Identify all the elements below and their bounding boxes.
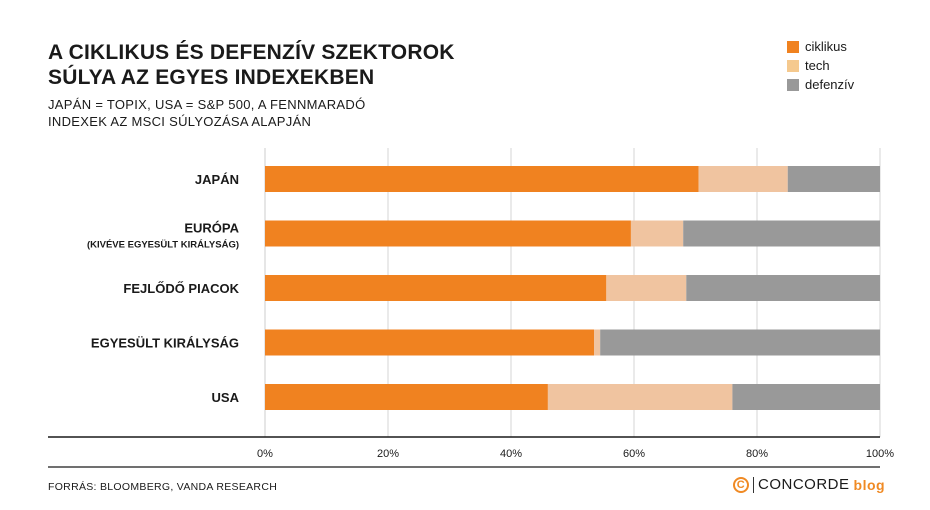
legend-item-ciklikus: ciklikus (787, 37, 854, 56)
chart-subtitle: JAPÁN = TOPIX, USA = S&P 500, A FENNMARA… (48, 97, 366, 129)
source-note: FORRÁS: BLOOMBERG, VANDA RESEARCH (48, 481, 278, 493)
category-label: USA (212, 390, 240, 405)
legend: ciklikus tech defenzív (787, 37, 854, 94)
legend-label: ciklikus (805, 39, 847, 54)
brand-name: CONCORDE (758, 476, 850, 493)
bar-defenzv (686, 275, 880, 301)
legend-item-tech: tech (787, 56, 854, 75)
bar-ciklikus (265, 166, 699, 192)
legend-label: defenzív (805, 77, 855, 92)
bar-defenzv (600, 329, 880, 356)
legend-swatch (787, 40, 799, 53)
bar-tech (594, 329, 601, 356)
category-label: EURÓPA (184, 221, 239, 236)
bar-tech (547, 384, 733, 410)
brand-suffix: blog (853, 476, 886, 493)
x-tick-label: 60% (623, 448, 645, 460)
category-sublabel: (KIVÉVE EGYESÜLT KIRÁLYSÁG) (87, 240, 239, 251)
brand-divider (753, 476, 754, 493)
bar-ciklikus (265, 220, 631, 247)
x-tick-label: 20% (377, 448, 399, 460)
category-label: JAPÁN (195, 172, 239, 187)
x-tick-label: 80% (746, 448, 768, 460)
legend-label: tech (805, 58, 830, 73)
brand-logo: C CONCORDE blog (733, 476, 885, 493)
legend-swatch (787, 78, 799, 91)
concorde-logo-icon: C (733, 476, 749, 493)
x-tick-label: 40% (500, 448, 522, 460)
bar-tech (698, 166, 788, 192)
x-tick-label: 0% (257, 448, 273, 460)
bar-defenzv (683, 220, 880, 247)
bar-defenzv (787, 166, 880, 192)
bar-tech (606, 275, 687, 301)
chart-title: A CIKLIKUS ÉS DEFENZÍV SZEKTOROK SÚLYA A… (48, 41, 455, 89)
legend-swatch (787, 59, 799, 72)
category-label: EGYESÜLT KIRÁLYSÁG (91, 336, 239, 351)
legend-item-defenziv: defenzív (787, 75, 854, 94)
stacked-bar-chart: 0% 20% 40% 60% 80% 100% JAPÁN EURÓPA (KIVÉVE EGY… (48, 148, 894, 468)
bar-ciklikus (265, 275, 607, 301)
bar-tech (630, 220, 684, 247)
category-label: FEJLŐDŐ PIACOK (123, 281, 239, 296)
bar-defenzv (732, 384, 880, 410)
x-tick-label: 100% (866, 448, 894, 460)
bar-ciklikus (265, 384, 548, 410)
bar-ciklikus (265, 329, 595, 356)
